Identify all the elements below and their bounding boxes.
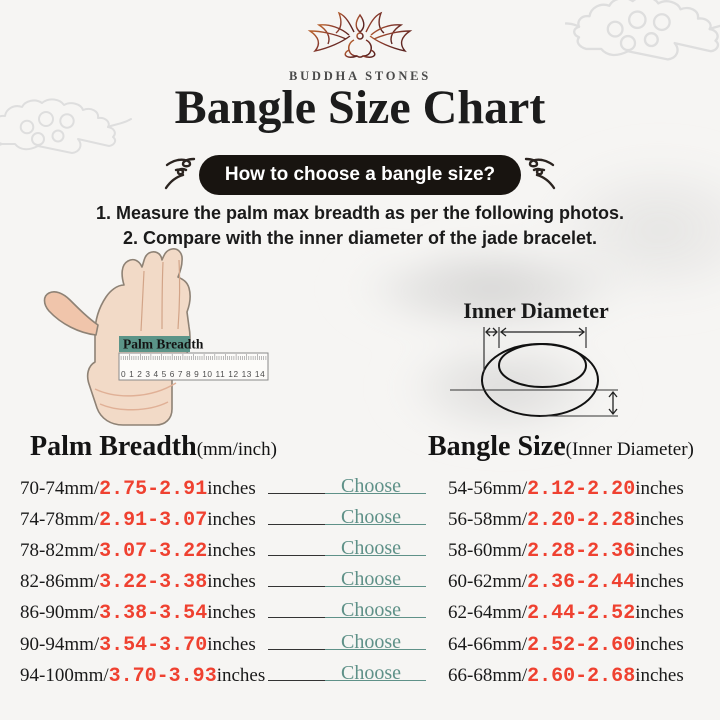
svg-text:Inner Diameter: Inner Diameter <box>463 298 609 323</box>
